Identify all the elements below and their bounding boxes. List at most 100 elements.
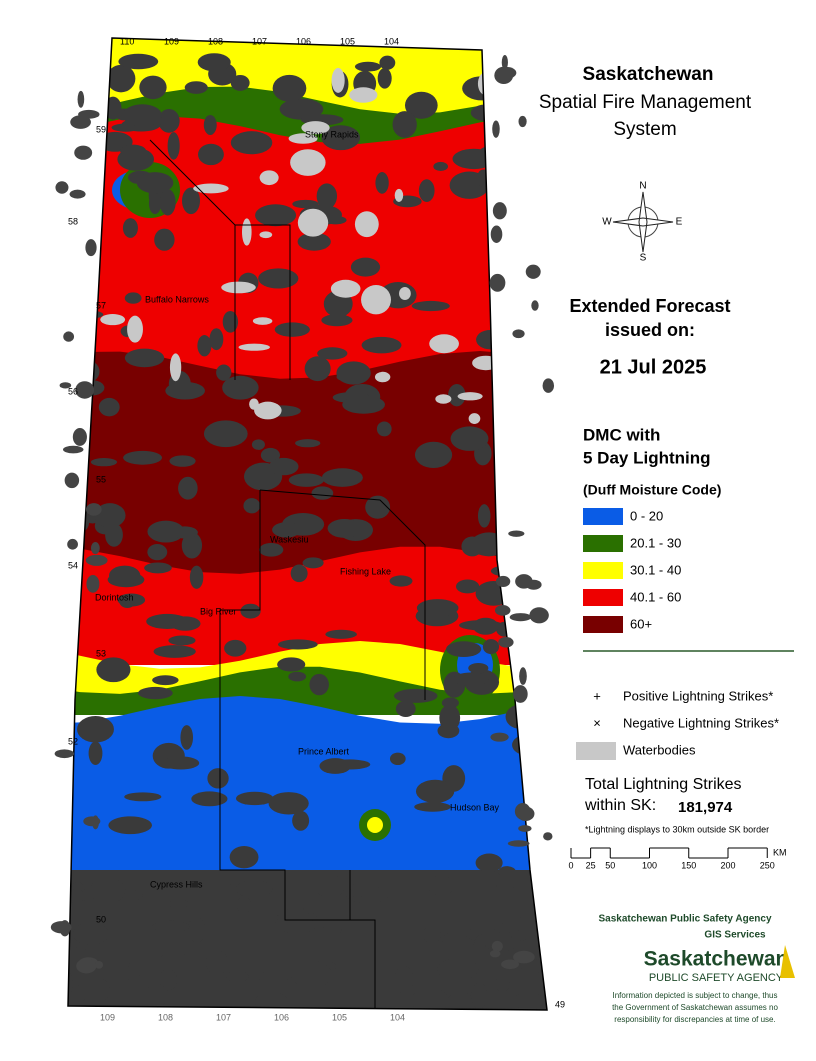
lightning-cluster <box>144 562 172 574</box>
waterbody <box>249 398 259 410</box>
logo-mark <box>780 945 795 978</box>
waterbody <box>477 72 494 96</box>
lightning-cluster <box>395 700 416 718</box>
logo-text: Saskatchewan <box>644 948 789 971</box>
waterbody <box>221 281 256 294</box>
lightning-cluster <box>272 74 307 102</box>
lightning-cluster <box>27 497 65 519</box>
lightning-cluster <box>169 455 196 467</box>
lightning-cluster <box>123 450 163 465</box>
waterbody <box>252 317 273 325</box>
boundary <box>259 489 426 700</box>
lightning-cluster <box>519 667 527 685</box>
legend-swatch <box>583 535 623 552</box>
lightning-cluster <box>515 714 547 728</box>
waterbody <box>301 121 330 135</box>
lightning-cluster <box>325 629 357 639</box>
lightning-cluster <box>315 874 345 898</box>
lightning-cluster <box>475 853 503 873</box>
lightning-cluster <box>160 952 188 963</box>
lightning-cluster <box>59 920 71 937</box>
waterbody <box>259 231 273 239</box>
lightning-cluster <box>158 108 180 133</box>
lightning-cluster <box>105 522 123 547</box>
lightning-cluster <box>522 489 547 505</box>
lightning-cluster <box>531 300 539 311</box>
lightning-cluster <box>505 704 534 729</box>
lightning-cluster <box>526 451 547 470</box>
lightning-cluster <box>316 183 338 209</box>
latitude-label: 53 <box>96 648 106 658</box>
waterbody <box>100 314 126 326</box>
waterbody <box>288 133 318 144</box>
lightning-cluster <box>90 457 118 467</box>
waterbody <box>254 401 282 420</box>
dmc-zone <box>68 696 547 880</box>
legend-label: Waterbodies <box>623 742 696 757</box>
lightning-cluster <box>502 913 523 933</box>
scale-label: 200 <box>720 860 735 870</box>
lightning-cluster <box>230 131 273 155</box>
waterbody <box>297 208 329 237</box>
waterbody <box>331 67 345 93</box>
lightning-cluster <box>556 407 587 418</box>
lightning-cluster <box>288 671 307 682</box>
lightning-cluster <box>274 322 310 337</box>
lightning-cluster <box>122 218 138 238</box>
lightning-cluster <box>68 509 90 537</box>
lightning-cluster <box>268 792 309 815</box>
lightning-cluster <box>181 187 201 215</box>
lightning-cluster <box>543 832 553 841</box>
lightning-cluster <box>26 518 54 535</box>
lightning-cluster <box>549 537 580 560</box>
agency-unit: GIS Services <box>704 930 766 941</box>
lightning-cluster <box>542 841 547 858</box>
lightning-cluster <box>67 538 78 550</box>
lightning-cluster <box>43 999 62 1018</box>
lightning-cluster <box>35 467 53 476</box>
lightning-cluster <box>89 877 126 904</box>
lightning-cluster <box>494 605 511 616</box>
lightning-cluster <box>119 594 136 609</box>
map <box>26 38 588 1018</box>
lightning-cluster <box>509 613 532 622</box>
lightning-cluster <box>197 335 212 357</box>
lightning-cluster <box>519 438 539 450</box>
legend-title: DMC with <box>583 425 660 444</box>
lightning-cluster <box>321 125 361 151</box>
longitude-label: 109 <box>100 1012 115 1022</box>
lightning-cluster <box>389 752 406 766</box>
lightning-cluster <box>78 109 100 119</box>
scale-label: 25 <box>586 860 596 870</box>
lightning-cluster <box>477 504 491 528</box>
waterbody <box>394 188 404 202</box>
lightning-cluster <box>512 329 525 339</box>
lightning-cluster <box>445 991 476 1010</box>
latitude-label: 56 <box>68 386 78 396</box>
longitude-label: 107 <box>252 36 267 46</box>
dmc-zone <box>68 546 547 665</box>
lightning-cluster <box>489 273 506 292</box>
lightning-cluster <box>350 257 381 277</box>
waterbody <box>169 353 182 382</box>
lightning-cluster <box>76 958 97 974</box>
lightning-cluster <box>48 788 67 814</box>
title: Saskatchewan <box>583 64 714 85</box>
waterbody <box>457 392 483 401</box>
waterbody <box>472 355 500 371</box>
lightning-cluster <box>564 690 588 712</box>
legend-subtitle: (Duff Moisture Code) <box>583 482 721 498</box>
longitude-label: 110 <box>120 36 134 46</box>
lightning-cluster <box>376 421 392 437</box>
lightning-cluster <box>170 616 201 631</box>
lightning-cluster <box>96 657 131 683</box>
totals-note: *Lightning displays to 30km outside SK b… <box>585 824 769 834</box>
lightning-cluster <box>327 518 362 538</box>
lightning-cluster <box>269 457 299 476</box>
longitude-label: 108 <box>158 1012 173 1022</box>
lightning-cluster <box>153 645 196 658</box>
lightning-cluster <box>171 526 198 539</box>
lightning-cluster <box>226 970 249 983</box>
lightning-cluster <box>482 639 500 655</box>
lightning-cluster <box>207 768 229 789</box>
